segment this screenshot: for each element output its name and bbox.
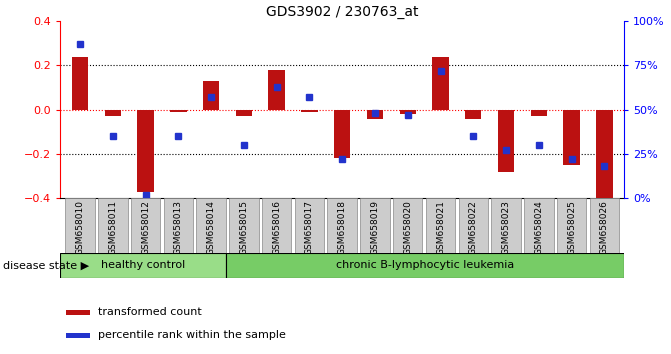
Text: healthy control: healthy control — [101, 261, 185, 270]
Bar — [105, 110, 121, 116]
Text: GSM658021: GSM658021 — [436, 200, 445, 255]
Bar — [226, 253, 624, 278]
Bar — [426, 198, 455, 253]
Text: GSM658010: GSM658010 — [76, 200, 85, 255]
Bar — [596, 110, 613, 198]
Bar — [229, 198, 258, 253]
Bar — [60, 253, 226, 278]
Bar — [498, 110, 514, 172]
Text: GSM658014: GSM658014 — [207, 200, 215, 255]
Text: GSM658015: GSM658015 — [240, 200, 248, 255]
Text: percentile rank within the sample: percentile rank within the sample — [97, 331, 285, 341]
Bar — [465, 110, 482, 119]
Text: GSM658017: GSM658017 — [305, 200, 314, 255]
Bar — [564, 110, 580, 165]
Bar — [197, 198, 226, 253]
Text: transformed count: transformed count — [97, 307, 201, 317]
Text: GSM658022: GSM658022 — [469, 200, 478, 255]
Bar — [262, 198, 291, 253]
Text: GSM658023: GSM658023 — [501, 200, 511, 255]
Bar — [138, 110, 154, 192]
Bar — [399, 110, 416, 114]
Text: GSM658012: GSM658012 — [141, 200, 150, 255]
Text: chronic B-lymphocytic leukemia: chronic B-lymphocytic leukemia — [336, 261, 514, 270]
Bar — [458, 198, 488, 253]
Bar — [66, 309, 90, 315]
Bar — [524, 198, 554, 253]
Text: GSM658020: GSM658020 — [403, 200, 412, 255]
Bar — [66, 333, 90, 338]
Bar — [72, 57, 89, 110]
Text: GSM658019: GSM658019 — [370, 200, 380, 255]
Bar — [393, 198, 423, 253]
Bar — [491, 198, 521, 253]
Bar — [170, 110, 187, 112]
Text: disease state ▶: disease state ▶ — [3, 261, 89, 270]
Bar — [268, 70, 285, 110]
Bar — [360, 198, 390, 253]
Bar — [203, 81, 219, 110]
Bar — [590, 198, 619, 253]
Text: GSM658013: GSM658013 — [174, 200, 183, 255]
Bar — [236, 110, 252, 116]
Bar — [334, 110, 350, 159]
Bar — [65, 198, 95, 253]
Bar — [367, 110, 383, 119]
Text: GSM658011: GSM658011 — [108, 200, 117, 255]
Bar — [327, 198, 357, 253]
Bar — [131, 198, 160, 253]
Bar — [98, 198, 127, 253]
Text: GSM658016: GSM658016 — [272, 200, 281, 255]
Text: GSM658024: GSM658024 — [534, 200, 544, 255]
Bar — [531, 110, 547, 116]
Text: GSM658026: GSM658026 — [600, 200, 609, 255]
Bar — [301, 110, 317, 112]
Text: GSM658018: GSM658018 — [338, 200, 347, 255]
Bar — [164, 198, 193, 253]
Title: GDS3902 / 230763_at: GDS3902 / 230763_at — [266, 5, 419, 19]
Bar — [295, 198, 324, 253]
Bar — [557, 198, 586, 253]
Text: GSM658025: GSM658025 — [567, 200, 576, 255]
Bar — [432, 57, 449, 110]
